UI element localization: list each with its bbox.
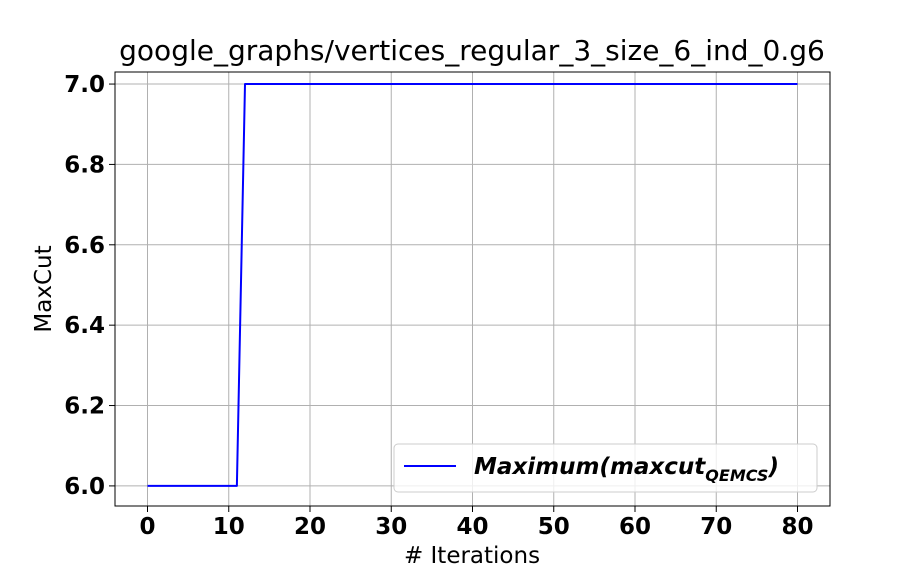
ticks: 0 10 20 30 40 50 60 70 80 6.0 6.2 6.4 6.6 6.8 7.0 [64,72,813,540]
x-tick-label-5: 50 [538,514,570,540]
x-tick-label-3: 30 [375,514,407,540]
y-tick-label-2: 6.4 [64,313,105,339]
x-axis-label: # Iterations [404,543,540,568]
x-tick-label-1: 10 [213,514,245,540]
legend: Maximum(maxcutQEMCS) [393,443,818,493]
grid [115,72,830,506]
x-tick-label-7: 70 [700,514,732,540]
chart-title: google_graphs/vertices_regular_3_size_6_… [119,34,825,67]
x-tick-label-0: 0 [139,514,155,540]
y-tick-label-1: 6.2 [64,394,105,420]
legend-label-main: Maximum(maxcut [474,454,706,480]
y-tick-label-4: 6.8 [64,152,105,178]
y-tick-label-5: 7.0 [64,72,105,98]
series-layer [147,83,798,487]
x-tick-label-2: 20 [294,514,326,540]
legend-label-subscript: QEMCS [705,466,768,485]
legend-label-suffix: ) [767,454,779,480]
x-tick-label-8: 80 [781,514,813,540]
legend-box [393,443,818,493]
x-tick-label-4: 40 [456,514,488,540]
y-tick-label-0: 6.0 [64,474,105,500]
y-tick-label-3: 6.6 [64,233,105,259]
series-line-0 [147,83,798,487]
x-tick-label-6: 60 [619,514,651,540]
y-axis-label: MaxCut [31,245,57,332]
legend-label: Maximum(maxcutQEMCS) [474,454,779,485]
